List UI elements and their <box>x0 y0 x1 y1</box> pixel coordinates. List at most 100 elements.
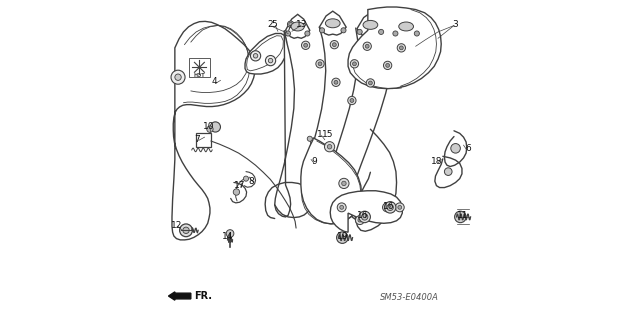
Circle shape <box>379 29 383 34</box>
Circle shape <box>318 62 322 66</box>
Circle shape <box>334 80 338 84</box>
Circle shape <box>327 145 332 149</box>
Circle shape <box>243 176 248 181</box>
Text: FR.: FR. <box>194 291 212 301</box>
Circle shape <box>307 136 312 141</box>
FancyArrow shape <box>168 292 191 300</box>
Circle shape <box>353 62 356 66</box>
Text: 19: 19 <box>337 232 349 241</box>
Circle shape <box>363 42 371 50</box>
Ellipse shape <box>325 19 340 28</box>
Circle shape <box>316 60 324 68</box>
Circle shape <box>350 99 354 102</box>
Text: 10: 10 <box>203 122 214 131</box>
Circle shape <box>383 203 392 212</box>
Polygon shape <box>245 33 287 74</box>
Circle shape <box>451 144 460 153</box>
Text: 7: 7 <box>195 135 200 144</box>
Polygon shape <box>348 7 441 89</box>
Text: 6: 6 <box>465 144 471 153</box>
Circle shape <box>342 181 346 186</box>
Circle shape <box>337 232 348 243</box>
Text: 12: 12 <box>171 221 182 230</box>
Circle shape <box>180 224 193 237</box>
Circle shape <box>340 205 344 209</box>
Circle shape <box>324 142 335 152</box>
Circle shape <box>454 211 466 223</box>
Text: 11: 11 <box>457 211 468 220</box>
Circle shape <box>305 31 310 36</box>
Circle shape <box>350 60 358 68</box>
Text: 5: 5 <box>271 20 276 29</box>
Circle shape <box>355 216 364 225</box>
Text: 16: 16 <box>357 211 369 220</box>
Circle shape <box>393 31 398 36</box>
Circle shape <box>341 28 346 33</box>
Text: 18: 18 <box>431 157 442 166</box>
Circle shape <box>359 211 371 223</box>
Circle shape <box>362 214 368 220</box>
Circle shape <box>339 178 349 189</box>
Ellipse shape <box>291 22 305 31</box>
Circle shape <box>289 22 292 26</box>
Circle shape <box>385 202 396 213</box>
Circle shape <box>207 126 213 132</box>
Text: 13: 13 <box>296 20 308 29</box>
Circle shape <box>396 203 404 212</box>
Circle shape <box>385 205 389 209</box>
Text: 9: 9 <box>312 157 317 166</box>
Polygon shape <box>357 13 384 37</box>
Circle shape <box>332 78 340 86</box>
Circle shape <box>250 51 260 61</box>
Circle shape <box>444 168 452 175</box>
Circle shape <box>183 227 189 234</box>
Circle shape <box>337 203 346 212</box>
Text: 14: 14 <box>222 232 233 241</box>
Circle shape <box>332 43 336 47</box>
Circle shape <box>366 79 374 87</box>
Text: 2: 2 <box>268 20 273 29</box>
Circle shape <box>365 44 369 48</box>
Circle shape <box>211 122 220 132</box>
Circle shape <box>287 21 294 27</box>
Text: 15: 15 <box>322 130 333 139</box>
Circle shape <box>253 54 258 58</box>
Circle shape <box>348 96 356 105</box>
Circle shape <box>399 46 403 50</box>
Polygon shape <box>189 58 210 77</box>
Polygon shape <box>275 30 294 217</box>
Circle shape <box>387 204 394 211</box>
Circle shape <box>233 189 239 195</box>
Circle shape <box>304 43 308 47</box>
Circle shape <box>319 28 324 33</box>
Polygon shape <box>172 21 255 240</box>
Circle shape <box>397 44 406 52</box>
Circle shape <box>383 61 392 70</box>
Text: 3: 3 <box>452 20 458 29</box>
Text: HOT: HOT <box>194 73 205 78</box>
Polygon shape <box>285 14 310 38</box>
Ellipse shape <box>399 22 413 31</box>
Circle shape <box>301 41 310 49</box>
Text: 16: 16 <box>383 202 394 211</box>
Circle shape <box>175 74 181 80</box>
Text: 1: 1 <box>317 130 323 139</box>
Text: SM53-E0400A: SM53-E0400A <box>380 293 439 302</box>
Polygon shape <box>301 138 362 224</box>
Text: 8: 8 <box>249 177 255 186</box>
Polygon shape <box>393 14 420 38</box>
Circle shape <box>386 63 390 67</box>
Polygon shape <box>196 133 211 147</box>
Polygon shape <box>306 153 314 167</box>
Circle shape <box>330 41 339 49</box>
Circle shape <box>414 31 419 36</box>
Circle shape <box>398 205 402 209</box>
Circle shape <box>358 218 362 222</box>
Circle shape <box>226 230 234 237</box>
Circle shape <box>268 58 273 63</box>
Circle shape <box>266 56 276 66</box>
Text: 17: 17 <box>234 181 245 190</box>
Polygon shape <box>330 191 403 232</box>
Circle shape <box>357 29 362 34</box>
Ellipse shape <box>363 20 378 29</box>
